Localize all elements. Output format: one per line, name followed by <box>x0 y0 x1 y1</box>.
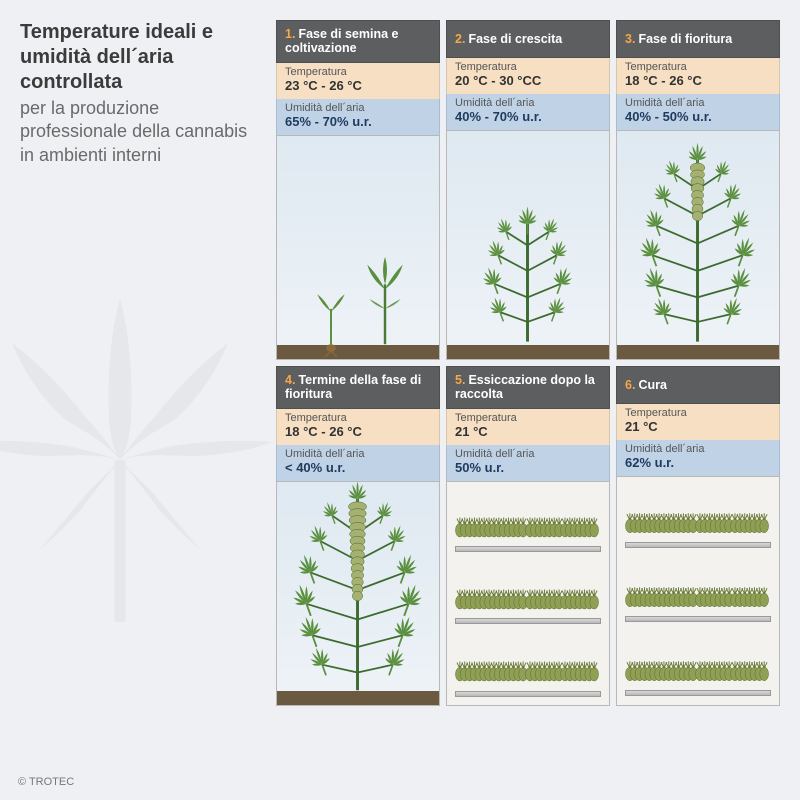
illustration-veg <box>446 130 610 360</box>
illustration-cure <box>616 476 780 706</box>
illustration-seedling <box>276 135 440 360</box>
phase-card-4: 4.Termine della fase di fioritura Temper… <box>276 366 440 706</box>
temp-row: Temperatura18 °C - 26 °C <box>276 409 440 445</box>
illustration-flower <box>616 130 780 360</box>
humidity-row: Umidità dell´aria40% - 50% u.r. <box>616 94 780 130</box>
temp-row: Temperatura21 °C <box>446 409 610 445</box>
humidity-row: Umidità dell´aria50% u.r. <box>446 445 610 481</box>
illustration-lateflower <box>276 481 440 706</box>
phase-header: 5.Essiccazione dopo la raccolta <box>446 366 610 409</box>
phase-header: 6.Cura <box>616 366 780 404</box>
phase-card-2: 2.Fase di crescita Temperatura20 °C - 30… <box>446 20 610 360</box>
temp-row: Temperatura18 °C - 26 °C <box>616 58 780 94</box>
phase-header: 2.Fase di crescita <box>446 20 610 58</box>
title-bold: Temperature ideali e umidità dell´aria c… <box>20 20 260 95</box>
phase-header: 3.Fase di fioritura <box>616 20 780 58</box>
title-light: per la produzione professionale della ca… <box>20 97 260 167</box>
grid-container: Temperature ideali e umidità dell´aria c… <box>0 0 800 716</box>
phase-card-6: 6.Cura Temperatura21 °C Umidità dell´ari… <box>616 366 780 706</box>
humidity-row: Umidità dell´aria62% u.r. <box>616 440 780 476</box>
humidity-row: Umidità dell´aria65% - 70% u.r. <box>276 99 440 135</box>
phase-header: 1.Fase di semina e coltivazione <box>276 20 440 63</box>
title-block: Temperature ideali e umidità dell´aria c… <box>20 20 270 360</box>
phase-header: 4.Termine della fase di fioritura <box>276 366 440 409</box>
temp-row: Temperatura20 °C - 30 °CC <box>446 58 610 94</box>
illustration-dry <box>446 481 610 706</box>
spacer <box>20 366 270 706</box>
phase-card-3: 3.Fase di fioritura Temperatura18 °C - 2… <box>616 20 780 360</box>
phase-card-5: 5.Essiccazione dopo la raccolta Temperat… <box>446 366 610 706</box>
copyright-text: © TROTEC <box>18 776 74 788</box>
temp-row: Temperatura21 °C <box>616 404 780 440</box>
temp-row: Temperatura23 °C - 26 °C <box>276 63 440 99</box>
phase-card-1: 1.Fase di semina e coltivazione Temperat… <box>276 20 440 360</box>
humidity-row: Umidità dell´aria< 40% u.r. <box>276 445 440 481</box>
humidity-row: Umidità dell´aria40% - 70% u.r. <box>446 94 610 130</box>
